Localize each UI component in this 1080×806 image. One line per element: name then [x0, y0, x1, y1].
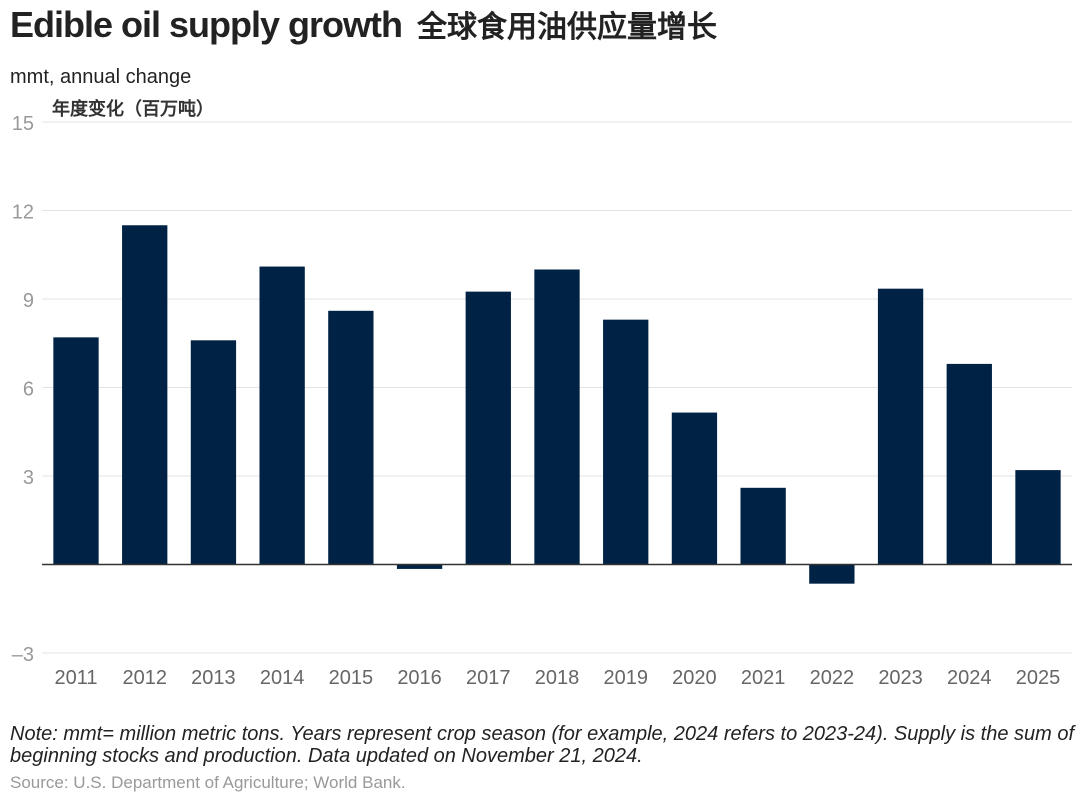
bar — [740, 487, 786, 565]
y-axis-unit: mmt, annual change — [10, 66, 192, 88]
y-axis-unit-zh: 年度变化（百万吨） — [52, 99, 214, 120]
bar-chart: –3 3 6 9 12 15 2011 2012 2013 2014 2015 2016 2017 201… — [12, 113, 1072, 689]
x-tick-label: 2018 — [535, 667, 580, 689]
x-tick-label: 2014 — [260, 667, 305, 689]
chart-source: Source: U.S. Department of Agriculture; … — [10, 773, 406, 792]
x-tick-label: 2020 — [672, 667, 717, 689]
chart-title-en: Edible oil supply growth — [10, 4, 403, 45]
bar — [603, 319, 649, 565]
chart-note: Note: mmt= million metric tons. Years re… — [10, 723, 1075, 767]
bar — [259, 266, 305, 565]
x-tick-label: 2022 — [810, 667, 855, 689]
y-tick-label: 3 — [23, 467, 34, 489]
y-tick-label: 12 — [12, 202, 34, 224]
bar — [53, 337, 99, 565]
bar — [396, 564, 443, 569]
x-tick-label: 2025 — [1016, 667, 1061, 689]
x-tick-label: 2024 — [947, 667, 992, 689]
y-tick-label: –3 — [12, 644, 34, 666]
x-tick-label: 2011 — [54, 667, 97, 689]
x-tick-label: 2017 — [466, 667, 511, 689]
bar — [1015, 470, 1061, 565]
x-tick-label: 2021 — [741, 667, 786, 689]
bar — [534, 269, 580, 565]
y-tick-label: 6 — [23, 379, 34, 401]
x-tick-label: 2016 — [397, 667, 442, 689]
bar — [671, 412, 718, 565]
bar — [190, 340, 237, 565]
bars — [53, 225, 1061, 584]
y-tick-label: 15 — [12, 113, 34, 135]
bar — [122, 225, 168, 565]
bar — [809, 564, 855, 584]
x-tick-label: 2013 — [191, 667, 236, 689]
chart-title: Edible oil supply growth 全球食用油供应量增长 — [10, 2, 717, 46]
x-tick-label: 2019 — [603, 667, 648, 689]
chart-title-zh: 全球食用油供应量增长 — [417, 10, 718, 45]
bar — [877, 288, 924, 565]
x-tick-label: 2023 — [878, 667, 923, 689]
y-tick-label: 9 — [23, 290, 34, 312]
axes: –3 3 6 9 12 15 2011 2012 2013 2014 2015 2016 2017 201… — [12, 113, 1072, 689]
bar — [328, 310, 374, 565]
x-tick-label: 2012 — [122, 667, 167, 689]
bar — [465, 291, 511, 565]
bar — [946, 363, 992, 565]
x-tick-label: 2015 — [329, 667, 374, 689]
